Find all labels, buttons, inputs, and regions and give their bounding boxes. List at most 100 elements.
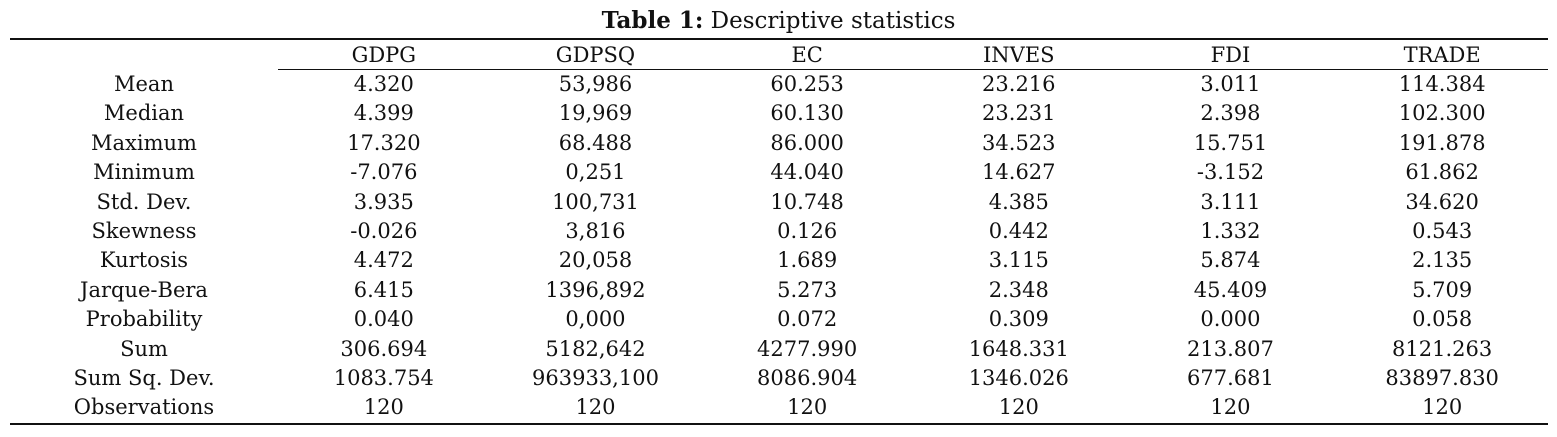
cell-fdi: 45.409 <box>1193 277 1268 302</box>
table-row: Observations 120 120 120 120 120 120 <box>10 393 1548 422</box>
cell-trade: 114.384 <box>1398 72 1486 96</box>
cell-ec: 44.040 <box>770 160 844 185</box>
cell-gdpsq: 53,986 <box>558 72 633 96</box>
cell-inves: 0.442 <box>988 219 1049 244</box>
table-top-rule <box>10 38 1548 40</box>
cell-ec: 60.253 <box>770 72 844 96</box>
cell-ec: 8086.904 <box>757 366 858 391</box>
cell-gdpg: 0.040 <box>353 307 414 332</box>
row-label-cell: Probability <box>85 307 203 332</box>
table-row: Std. Dev. 3.935 100,731 10.748 4.385 3.111 34.… <box>10 188 1548 217</box>
cell-gdpg: 120 <box>363 395 404 420</box>
cell-trade: 5.709 <box>1412 277 1473 302</box>
cell-inves: 34.523 <box>982 130 1056 155</box>
cell-gdpsq: 1396,892 <box>545 277 646 302</box>
column-header-gdpsq: GDPSQ <box>555 43 636 67</box>
cell-ec: 1.689 <box>777 248 838 273</box>
cell-inves: 1346.026 <box>968 366 1069 391</box>
cell-gdpg: 6.415 <box>353 277 414 302</box>
table-row: Skewness -0.026 3,816 0.126 0.442 1.332 0.543 <box>10 217 1548 246</box>
cell-fdi: 677.681 <box>1187 366 1274 391</box>
cell-gdpg: -7.076 <box>350 160 418 185</box>
cell-fdi: 213.807 <box>1187 336 1274 361</box>
cell-fdi: 1.332 <box>1200 219 1261 244</box>
table-header-row: GDPG GDPSQ EC INVES FDI TRADE <box>10 40 1548 70</box>
column-header-gdpg: GDPG <box>351 43 417 67</box>
cell-trade: 2.135 <box>1412 248 1473 273</box>
cell-trade: 34.620 <box>1405 189 1479 214</box>
table-caption-label: Table 1: <box>601 7 704 34</box>
cell-gdpsq: 0,000 <box>565 307 626 332</box>
cell-inves: 1648.331 <box>968 336 1069 361</box>
cell-gdpsq: 3,816 <box>565 219 626 244</box>
cell-gdpsq: 68.488 <box>558 130 633 155</box>
cell-fdi: 3.011 <box>1200 72 1261 96</box>
cell-gdpg: 4.399 <box>353 101 414 126</box>
row-label-cell: Mean <box>114 72 174 96</box>
table-row: Kurtosis 4.472 20,058 1.689 3.115 5.874 2.135 <box>10 246 1548 275</box>
table-bottom-rule <box>10 423 1548 425</box>
column-header-trade: TRADE <box>1403 43 1481 67</box>
cell-fdi: -3.152 <box>1196 160 1265 185</box>
cell-fdi: 15.751 <box>1193 130 1268 155</box>
cell-inves: 2.348 <box>988 277 1049 302</box>
cell-fdi: 3.111 <box>1200 189 1261 214</box>
column-header-inves: INVES <box>983 43 1055 67</box>
descriptive-statistics-table: GDPG GDPSQ EC INVES FDI TRADE Mean 4.320 5… <box>10 40 1548 423</box>
row-label-cell: Kurtosis <box>99 248 189 273</box>
table-caption: Table 1: Descriptive statistics <box>0 6 1557 36</box>
cell-ec: 4277.990 <box>757 336 858 361</box>
cell-trade: 191.878 <box>1398 130 1486 155</box>
row-label-cell: Maximum <box>91 130 197 155</box>
column-header-fdi: FDI <box>1210 43 1251 67</box>
table-row: Mean 4.320 53,986 60.253 23.216 3.011 114.384 <box>10 70 1548 99</box>
cell-gdpsq: 120 <box>575 395 616 420</box>
column-header-ec: EC <box>791 43 823 67</box>
cell-gdpg: 4.472 <box>353 248 414 273</box>
cell-fdi: 2.398 <box>1200 101 1261 126</box>
cell-inves: 0.309 <box>988 307 1049 332</box>
cell-gdpsq: 19,969 <box>558 101 633 126</box>
cell-inves: 3.115 <box>988 248 1049 273</box>
cell-inves: 4.385 <box>988 189 1049 214</box>
cell-gdpg: 17.320 <box>347 130 421 155</box>
cell-trade: 8121.263 <box>1392 336 1493 361</box>
cell-inves: 14.627 <box>982 160 1056 185</box>
row-label-cell: Median <box>103 101 185 126</box>
stub-header-cell <box>10 40 278 70</box>
row-label-cell: Skewness <box>91 219 197 244</box>
cell-fdi: 0.000 <box>1200 307 1261 332</box>
cell-gdpg: 1083.754 <box>333 366 434 391</box>
cell-trade: 61.862 <box>1405 160 1479 185</box>
cell-trade: 120 <box>1422 395 1463 420</box>
cell-gdpg: 3.935 <box>353 189 414 214</box>
cell-ec: 5.273 <box>777 277 838 302</box>
cell-inves: 120 <box>998 395 1039 420</box>
cell-gdpsq: 20,058 <box>558 248 633 273</box>
cell-ec: 0.072 <box>777 307 838 332</box>
table-body: Mean 4.320 53,986 60.253 23.216 3.011 114.384 M… <box>10 70 1548 423</box>
table-row: Sum 306.694 5182,642 4277.990 1648.331 213.80… <box>10 335 1548 364</box>
table-row: Sum Sq. Dev. 1083.754 963933,100 8086.904 13… <box>10 364 1548 393</box>
cell-gdpsq: 963933,100 <box>532 366 659 391</box>
cell-trade: 0.543 <box>1412 219 1473 244</box>
cell-gdpsq: 0,251 <box>565 160 626 185</box>
cell-inves: 23.216 <box>982 72 1056 96</box>
cell-gdpsq: 5182,642 <box>545 336 646 361</box>
table-row: Median 4.399 19,969 60.130 23.231 2.398 102.30… <box>10 99 1548 128</box>
cell-ec: 86.000 <box>770 130 844 155</box>
table-row: Minimum -7.076 0,251 44.040 14.627 -3.152 61.8… <box>10 158 1548 187</box>
row-label-cell: Sum <box>120 336 168 361</box>
table-header-rule <box>278 69 1548 71</box>
row-label-cell: Sum Sq. Dev. <box>73 366 215 391</box>
row-label-cell: Std. Dev. <box>96 189 192 214</box>
cell-gdpsq: 100,731 <box>552 189 639 214</box>
cell-fdi: 5.874 <box>1200 248 1261 273</box>
cell-ec: 10.748 <box>770 189 844 214</box>
table-row: Probability 0.040 0,000 0.072 0.309 0.000 0.05… <box>10 305 1548 334</box>
cell-ec: 120 <box>787 395 828 420</box>
table-caption-text: Descriptive statistics <box>703 8 956 34</box>
cell-trade: 83897.830 <box>1385 366 1499 391</box>
row-label-cell: Minimum <box>93 160 195 185</box>
